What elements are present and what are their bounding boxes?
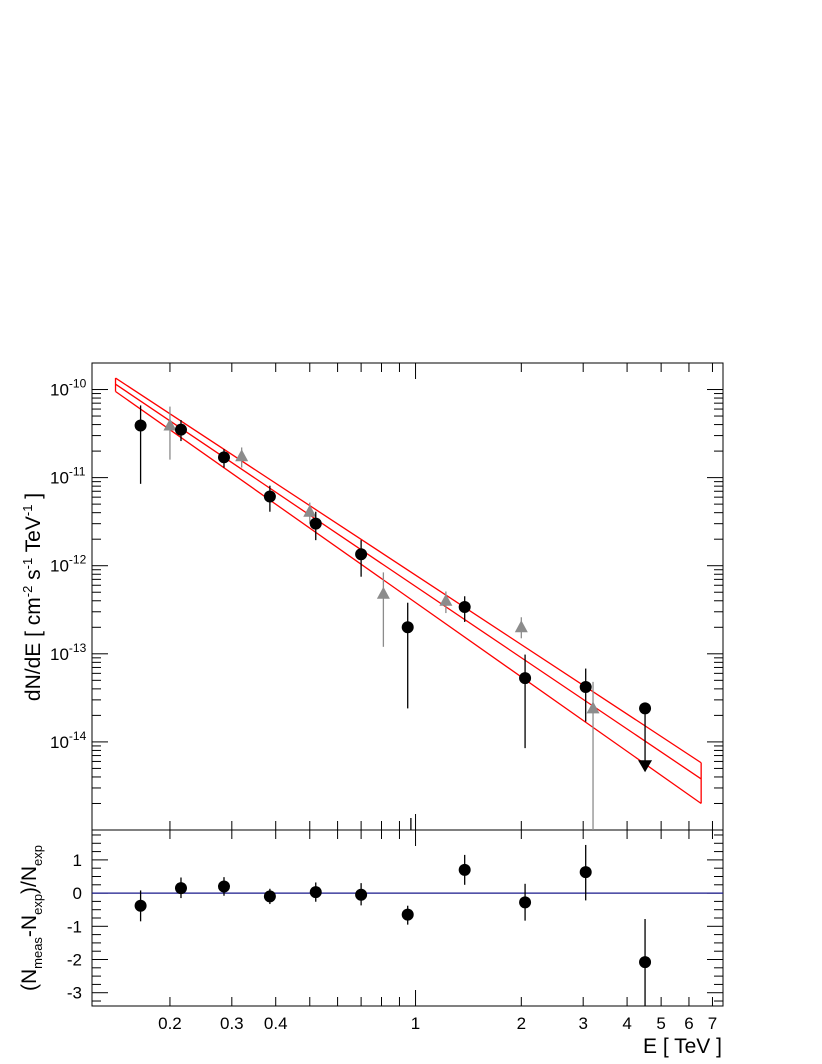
y-axis-title-exp: -1 — [20, 505, 35, 517]
circle-point — [458, 600, 471, 613]
triangle-point — [439, 593, 453, 606]
y-tick-label-base: 10 — [50, 469, 69, 488]
x-tick-label: 3 — [578, 1014, 587, 1033]
residual-y-title-part: -N — [18, 915, 41, 937]
residual-y-title-part: (N — [18, 969, 41, 991]
residual-y-title-sub: exp — [30, 894, 45, 915]
residual-point — [579, 866, 592, 879]
y-tick-label: 10-13 — [50, 641, 87, 664]
y-tick-label: 1 — [73, 851, 82, 870]
residual-y-title-sub: meas — [30, 937, 45, 969]
x-tick-label: 5 — [656, 1014, 665, 1033]
y-tick-label: 10-11 — [50, 465, 86, 488]
y-axis-title-part: ] — [22, 493, 45, 505]
residual-point — [217, 880, 230, 893]
fit-band — [114, 377, 702, 805]
circle-point — [519, 672, 532, 685]
triangle-point — [376, 586, 390, 599]
residual-y-title-sub: exp — [30, 845, 45, 866]
residual-point — [401, 908, 414, 921]
circle-point — [134, 419, 147, 432]
x-tick-label: 4 — [622, 1014, 631, 1033]
residual-y-title-part: )/N — [18, 866, 41, 894]
residual-axes: 0.2 0.3 0.4 1 2 3 4 5 6 7 1 0 -1 -2 -3 — [67, 830, 723, 1033]
y-tick-label: 10-14 — [50, 729, 87, 752]
residual-point — [134, 899, 147, 912]
x-tick-label: 0.3 — [220, 1014, 244, 1033]
circle-point — [579, 680, 592, 693]
y-tick-label: -2 — [67, 951, 82, 970]
y-axis-title-part: dN/dE [ cm — [22, 597, 45, 701]
upper-limit-arrow — [638, 760, 653, 773]
y-tick-label: -3 — [67, 984, 82, 1003]
circle-point — [174, 423, 187, 436]
residual-point — [519, 896, 532, 909]
triangle-point — [303, 504, 317, 517]
y-tick-label-exp: -11 — [69, 465, 86, 479]
y-tick-label-exp: -14 — [69, 729, 87, 743]
circle-point — [639, 702, 652, 715]
circle-point — [217, 451, 230, 464]
y-axis-title-part: s — [22, 569, 45, 585]
residual-point — [639, 956, 652, 969]
y-tick-label: -1 — [67, 917, 82, 936]
residual-point — [355, 888, 368, 901]
triangle-point — [514, 620, 528, 633]
circle-point — [355, 548, 368, 561]
residual-point — [263, 890, 276, 903]
circle-point — [263, 490, 276, 503]
y-tick-label-base: 10 — [50, 557, 69, 576]
y-tick-label: 0 — [73, 884, 82, 903]
triangle-point — [235, 449, 249, 462]
y-tick-label-exp: -10 — [69, 377, 87, 391]
triangle-point — [163, 418, 177, 431]
x-tick-label: 1 — [411, 1014, 420, 1033]
x-tick-label: 7 — [708, 1014, 717, 1033]
x-tick-label: 0.2 — [158, 1014, 182, 1033]
residual-y-axis-title: (Nmeas-Nexp)/Nexp — [18, 845, 45, 991]
x-tick-label: 6 — [684, 1014, 693, 1033]
x-tick-label: 0.4 — [264, 1014, 288, 1033]
y-tick-label: 10-12 — [50, 553, 87, 576]
residual-point — [309, 886, 322, 899]
y-axis-title: dN/dE [ cm-2 s-1 TeV-1 ] — [20, 493, 45, 701]
fit-line-central — [115, 383, 702, 780]
x-axis-title: E [ TeV ] — [643, 1035, 722, 1058]
y-tick-label-base: 10 — [50, 733, 69, 752]
y-tick-label-exp: -13 — [69, 641, 87, 655]
y-axis-title-part: TeV — [22, 516, 45, 558]
triangle-point — [586, 701, 600, 714]
y-axis-title-exp: -1 — [20, 558, 35, 570]
residual-point — [174, 882, 187, 895]
y-axis-title-exp: -2 — [20, 586, 35, 598]
y-tick-label-exp: -12 — [69, 553, 87, 567]
x-tick-label: 2 — [517, 1014, 526, 1033]
spectrum-series — [134, 405, 653, 830]
fit-line-upper — [115, 377, 702, 764]
circle-point — [401, 621, 414, 634]
fit-line-lower — [115, 390, 702, 805]
circle-point — [309, 517, 322, 530]
residual-series — [134, 844, 652, 1006]
y-tick-label-base: 10 — [50, 381, 69, 400]
y-tick-label-base: 10 — [50, 645, 69, 664]
y-tick-label: 10-10 — [50, 377, 87, 400]
residual-point — [458, 863, 471, 876]
